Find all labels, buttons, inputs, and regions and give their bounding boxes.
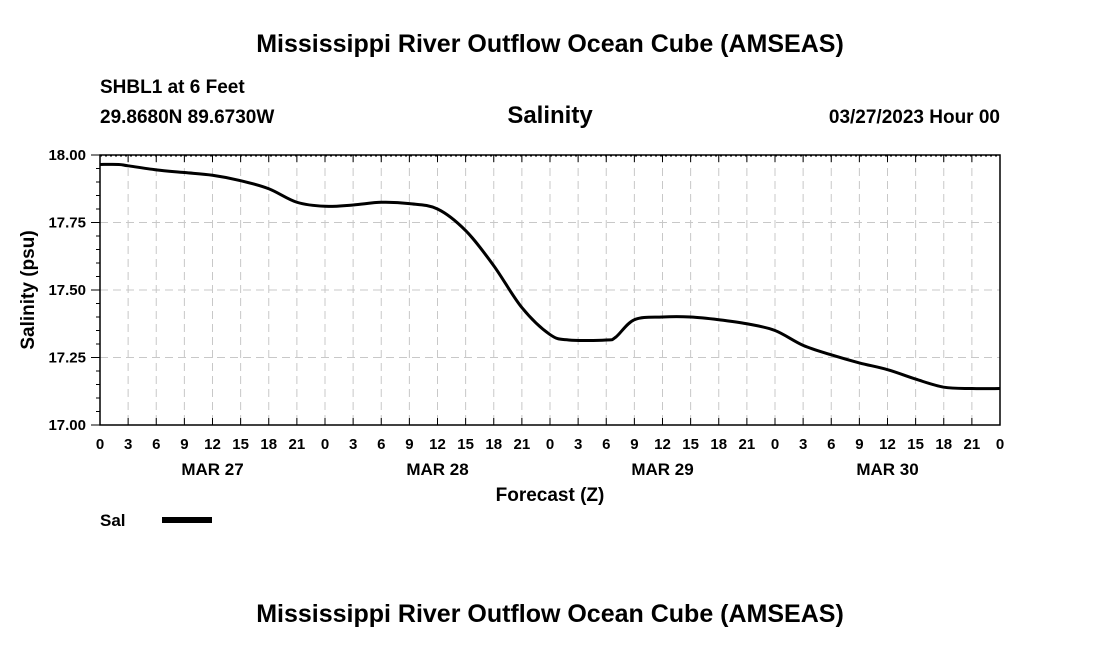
- station-label: SHBL1 at 6 Feet: [100, 77, 245, 98]
- chart-grid: [100, 155, 1000, 425]
- x-axis-label: Forecast (Z): [496, 485, 605, 506]
- y-axis-label: Salinity (psu): [18, 230, 39, 349]
- x-tick-label: 0: [96, 436, 104, 453]
- series-line-sal: [99, 162, 1001, 391]
- y-tick-label: 18.00: [48, 147, 86, 164]
- x-tick-label: 3: [124, 436, 132, 453]
- x-tick-label: 9: [405, 436, 413, 453]
- x-tick-label: 3: [799, 436, 807, 453]
- x-tick-label: 15: [232, 436, 249, 453]
- footer-title: Mississippi River Outflow Ocean Cube (AM…: [256, 600, 844, 628]
- x-tick-label: 21: [289, 436, 306, 453]
- x-tick-label: 15: [457, 436, 474, 453]
- x-tick-label: 9: [180, 436, 188, 453]
- x-tick-label: 18: [485, 436, 502, 453]
- chart-subtitle: Salinity: [507, 102, 593, 129]
- day-label: MAR 29: [631, 460, 693, 479]
- day-label: MAR 28: [406, 460, 468, 479]
- day-label: MAR 27: [181, 460, 243, 479]
- x-tick-label: 18: [710, 436, 727, 453]
- x-tick-label: 18: [935, 436, 952, 453]
- x-tick-label: 0: [996, 436, 1004, 453]
- station-coordinates: 29.8680N 89.6730W: [100, 107, 275, 128]
- chart-ticks: [91, 154, 1001, 426]
- forecast-datetime: 03/27/2023 Hour 00: [828, 107, 1000, 128]
- y-tick-label: 17.75: [48, 215, 86, 232]
- x-tick-label: 15: [907, 436, 924, 453]
- x-tick-label: 0: [771, 436, 779, 453]
- x-tick-label: 9: [630, 436, 638, 453]
- x-axis-tick-labels: 0 3 6 9 12 15 18 21 0 3 6 9 12 15 18 21 0 3 6 9 12 15 18 21 0 3 6 9…: [96, 436, 1004, 453]
- x-tick-label: 21: [514, 436, 531, 453]
- day-labels: MAR 27 MAR 28 MAR 29 MAR 30: [181, 460, 918, 479]
- x-tick-label: 3: [349, 436, 357, 453]
- x-tick-label: 12: [204, 436, 221, 453]
- y-tick-label: 17.50: [48, 282, 86, 299]
- x-tick-label: 0: [321, 436, 329, 453]
- chart-title: Mississippi River Outflow Ocean Cube (AM…: [256, 30, 844, 58]
- x-tick-label: 6: [377, 436, 385, 453]
- x-tick-label: 6: [152, 436, 160, 453]
- x-tick-label: 15: [682, 436, 699, 453]
- x-tick-label: 12: [429, 436, 446, 453]
- x-tick-label: 21: [739, 436, 756, 453]
- x-tick-label: 3: [574, 436, 582, 453]
- y-tick-label: 17.25: [48, 350, 86, 367]
- x-tick-label: 9: [855, 436, 863, 453]
- x-tick-label: 6: [827, 436, 835, 453]
- legend-label: Sal: [100, 511, 126, 530]
- x-tick-label: 0: [546, 436, 554, 453]
- y-tick-label: 17.00: [48, 417, 86, 434]
- x-tick-label: 12: [654, 436, 671, 453]
- y-axis-tick-labels: 17.00 17.25 17.50 17.75 18.00: [48, 147, 86, 434]
- x-tick-label: 6: [602, 436, 610, 453]
- x-tick-label: 21: [964, 436, 981, 453]
- x-tick-label: 12: [879, 436, 896, 453]
- x-tick-label: 18: [260, 436, 277, 453]
- day-label: MAR 30: [856, 460, 918, 479]
